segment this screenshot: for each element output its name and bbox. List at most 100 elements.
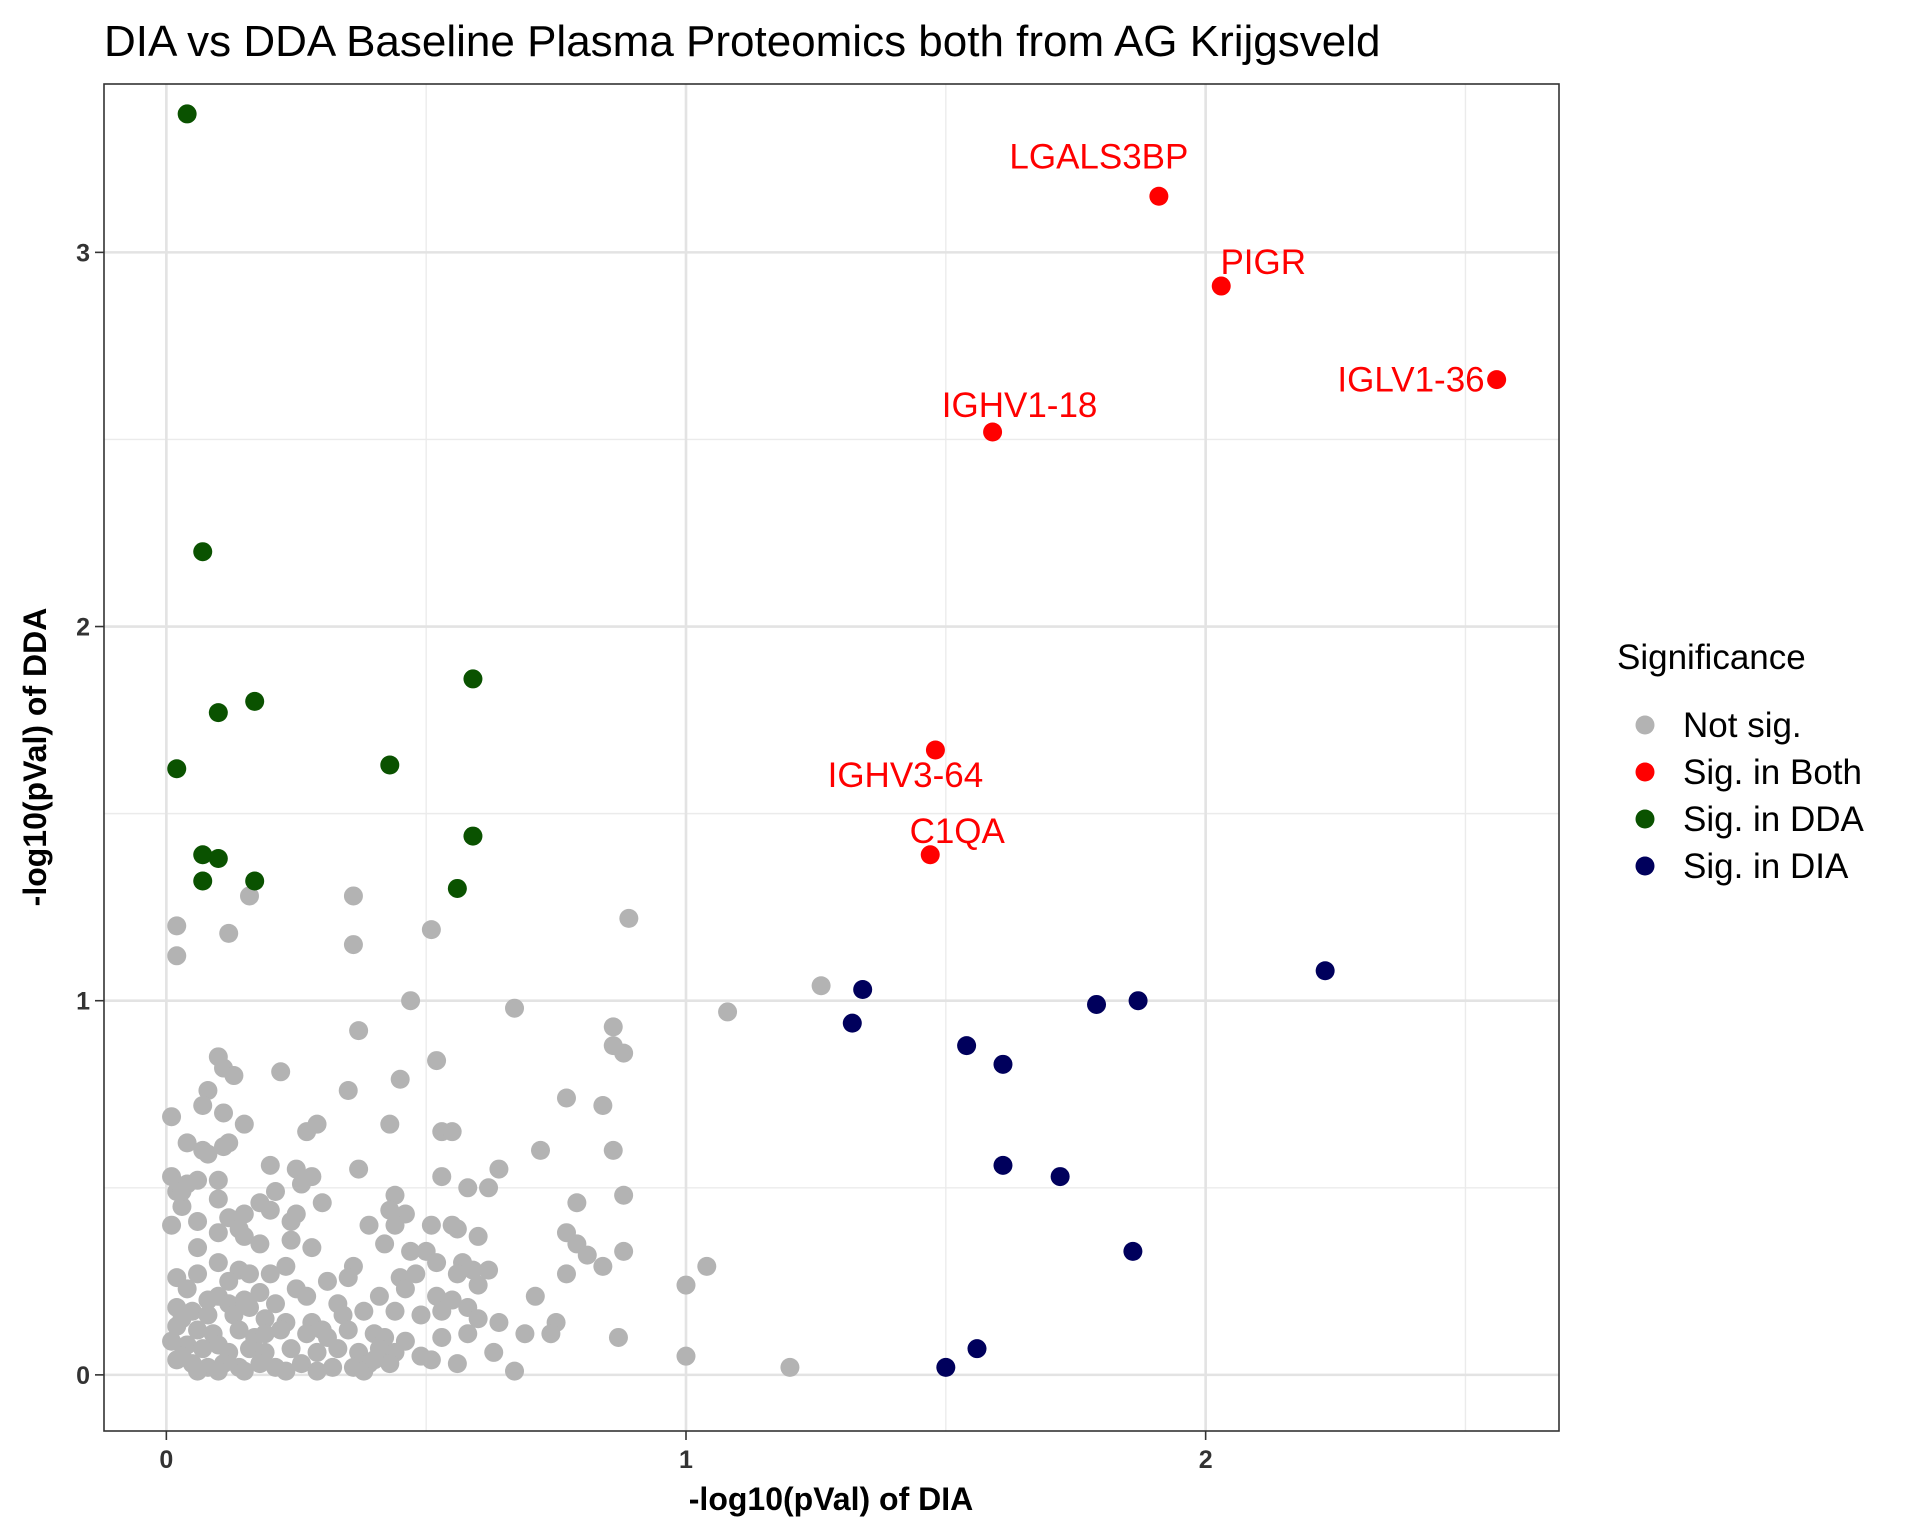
- point-not-sig: [188, 1264, 208, 1284]
- point-not-sig: [556, 1264, 576, 1284]
- point-label: IGLV1-36: [1337, 361, 1484, 400]
- point-not-sig: [302, 1238, 322, 1258]
- point-sig-in-dda: [463, 669, 483, 689]
- point-not-sig: [307, 1342, 327, 1362]
- point-not-sig: [442, 1122, 462, 1142]
- point-not-sig: [167, 946, 187, 966]
- point-not-sig: [421, 920, 441, 940]
- point-not-sig: [281, 1211, 301, 1231]
- legend-key: [1635, 809, 1655, 829]
- point-not-sig: [188, 1211, 208, 1231]
- point-not-sig: [338, 1081, 358, 1101]
- point-not-sig: [162, 1167, 182, 1187]
- point-sig-in-dda: [193, 845, 213, 865]
- point-sig-in-dda: [380, 755, 400, 775]
- point-not-sig: [312, 1320, 332, 1340]
- legend-key: [1635, 715, 1655, 735]
- point-not-sig: [198, 1305, 218, 1325]
- point-not-sig: [255, 1309, 275, 1329]
- point-not-sig: [447, 1354, 467, 1374]
- point-not-sig: [219, 1133, 239, 1153]
- point-not-sig: [447, 1264, 467, 1284]
- point-not-sig: [260, 1155, 280, 1175]
- point-not-sig: [375, 1234, 395, 1254]
- legend-label: Sig. in Both: [1683, 753, 1862, 792]
- point-sig-in-dia: [993, 1155, 1013, 1175]
- point-not-sig: [427, 1253, 447, 1273]
- point-not-sig: [271, 1062, 291, 1082]
- point-not-sig: [333, 1305, 353, 1325]
- point-label: IGHV3-64: [828, 756, 984, 795]
- point-not-sig: [291, 1354, 311, 1374]
- point-not-sig: [697, 1256, 717, 1276]
- point-not-sig: [515, 1324, 535, 1344]
- point-not-sig: [229, 1219, 249, 1239]
- point-sig-in-both: [920, 845, 940, 865]
- point-not-sig: [676, 1346, 696, 1366]
- point-not-sig: [338, 1268, 358, 1288]
- point-not-sig: [479, 1178, 499, 1198]
- point-label: LGALS3BP: [1009, 137, 1188, 176]
- point-not-sig: [401, 1241, 421, 1261]
- point-not-sig: [260, 1264, 280, 1284]
- point-not-sig: [224, 1066, 244, 1086]
- point-not-sig: [593, 1095, 613, 1115]
- point-not-sig: [676, 1275, 696, 1295]
- x-tick-label: 2: [1199, 1446, 1213, 1474]
- point-sig-in-dda: [177, 104, 197, 124]
- grid-major-lines: [104, 84, 1559, 1431]
- point-not-sig: [380, 1114, 400, 1134]
- point-not-sig: [421, 1350, 441, 1370]
- point-not-sig: [167, 916, 187, 936]
- point-not-sig: [162, 1107, 182, 1127]
- point-not-sig: [208, 1223, 228, 1243]
- point-not-sig: [312, 1193, 332, 1213]
- point-not-sig: [208, 1189, 228, 1209]
- legend-label: Sig. in DIA: [1683, 847, 1849, 886]
- x-tick-label: 0: [159, 1446, 173, 1474]
- point-not-sig: [411, 1305, 431, 1325]
- point-not-sig: [432, 1301, 452, 1321]
- point-not-sig: [162, 1215, 182, 1235]
- point-not-sig: [505, 998, 525, 1018]
- legend-label: Not sig.: [1683, 706, 1802, 745]
- point-not-sig: [328, 1339, 348, 1359]
- point-sig-in-both: [1487, 370, 1507, 390]
- point-not-sig: [281, 1339, 301, 1359]
- point-not-sig: [234, 1290, 254, 1310]
- y-tick-label: 0: [76, 1362, 90, 1390]
- point-not-sig: [240, 1264, 259, 1284]
- point-not-sig: [354, 1301, 374, 1321]
- point-not-sig: [811, 976, 831, 996]
- point-not-sig: [193, 1140, 213, 1160]
- point-sig-in-both: [983, 422, 1003, 442]
- y-axis-ticks: 0 1 2 3: [76, 239, 104, 1390]
- point-not-sig: [229, 1320, 249, 1340]
- point-not-sig: [250, 1234, 270, 1254]
- point-not-sig: [193, 1095, 213, 1115]
- point-not-sig: [219, 923, 239, 943]
- point-not-sig: [250, 1283, 270, 1303]
- point-sig-in-dda: [193, 871, 213, 891]
- point-sig-in-both: [925, 740, 945, 760]
- point-not-sig: [234, 1114, 254, 1134]
- point-not-sig: [432, 1327, 452, 1347]
- point-not-sig: [297, 1324, 317, 1344]
- point-not-sig: [567, 1193, 587, 1213]
- point-not-sig: [240, 886, 259, 906]
- point-not-sig: [224, 1305, 244, 1325]
- point-sig-in-dda: [463, 826, 483, 846]
- point-not-sig: [198, 1081, 218, 1101]
- plot-panel-background: [104, 84, 1559, 1431]
- point-not-sig: [198, 1290, 218, 1310]
- point-not-sig: [385, 1301, 405, 1321]
- point-not-sig: [214, 1103, 234, 1123]
- point-not-sig: [172, 1182, 192, 1202]
- point-not-sig: [349, 1159, 369, 1179]
- point-not-sig: [271, 1320, 291, 1340]
- point-not-sig: [188, 1238, 208, 1258]
- point-not-sig: [349, 1021, 369, 1041]
- point-not-sig: [718, 1002, 738, 1022]
- point-sig-in-dda: [193, 542, 213, 562]
- point-label: C1QA: [910, 812, 1006, 851]
